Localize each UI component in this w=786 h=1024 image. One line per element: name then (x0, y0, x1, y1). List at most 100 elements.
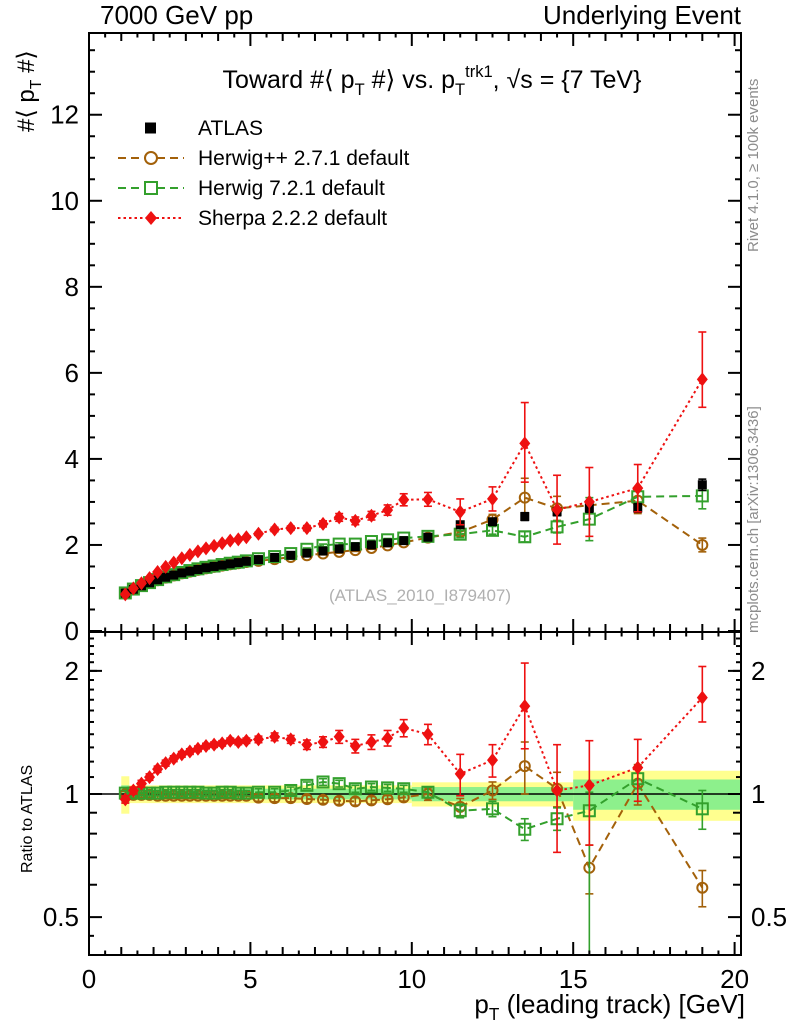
marker-herwig7 (199, 786, 213, 800)
main-y-tick-label: 10 (50, 186, 79, 216)
marker-sherpa (519, 699, 531, 714)
marker-sherpa (454, 504, 466, 519)
watermark: (ATLAS_2010_I879407) (329, 586, 511, 605)
marker-herwig7 (191, 785, 205, 799)
marker-atlas (217, 560, 227, 570)
marker-herwig7 (695, 802, 709, 816)
mcplots-caption: mcplots.cern.ch [arXiv:1306.3436] (745, 406, 762, 633)
x-tick-label: 10 (397, 964, 426, 994)
marker-sherpa (252, 526, 264, 541)
series-sherpa (119, 662, 708, 854)
marker-sherpa (317, 516, 329, 531)
marker-sherpa (551, 502, 563, 517)
legend-item-sherpa: Sherpa 2.2.2 default (118, 207, 387, 230)
marker-atlas (302, 548, 312, 558)
ratio-y-tick-label: 2 (65, 656, 79, 686)
marker-sherpa (365, 508, 377, 523)
marker-herwig7 (251, 552, 265, 566)
marker-sherpa (285, 732, 297, 747)
ratio-y-axis-label: Ratio to ATLAS (19, 765, 36, 873)
marker-atlas (520, 512, 530, 522)
marker-sherpa (200, 541, 212, 556)
marker-sherpa (285, 521, 297, 536)
marker-herwig7 (364, 780, 378, 794)
marker-herwig7 (215, 785, 229, 799)
marker-sherpa (365, 735, 377, 750)
main-y-tick-label: 2 (65, 530, 79, 560)
legend-item-atlas: ATLAS (145, 117, 263, 140)
marker-sherpa (487, 491, 498, 506)
marker-herwig7 (421, 785, 435, 799)
marker-sherpa (144, 571, 156, 586)
marker-atlas (488, 517, 497, 527)
marker-sherpa (135, 776, 147, 791)
marker-herwigpp (349, 795, 362, 808)
ratio-y-tick-label-right: 0.5 (751, 902, 786, 932)
legend-label: Herwig 7.2.1 default (198, 177, 385, 200)
marker-sherpa (168, 751, 180, 766)
marker-sherpa (192, 544, 204, 559)
plot-title: Toward #⟨ pT #⟩ vs. pTtrk1, √s = {7 TeV} (223, 63, 642, 99)
marker-sherpa (349, 739, 361, 754)
main-y-axis-label: #⟨ pT #⟩ (13, 50, 45, 132)
marker-sherpa (192, 741, 204, 756)
marker-sherpa (176, 747, 188, 762)
marker-herwig7 (268, 550, 282, 564)
marker-herwigpp (300, 793, 313, 806)
marker-herwigpp (518, 760, 531, 773)
marker-sherpa (583, 494, 595, 509)
x-tick-label: 5 (243, 964, 257, 994)
marker-sherpa (232, 532, 244, 547)
legend-marker (144, 181, 158, 195)
marker-herwig7 (486, 523, 499, 537)
main-y-tick-label: 12 (50, 100, 79, 130)
marker-herwig7 (300, 778, 314, 792)
legend-marker (145, 211, 157, 225)
marker-atlas (233, 558, 243, 568)
marker-sherpa (200, 739, 212, 754)
legend-item-herwig7: Herwig 7.2.1 default (118, 177, 385, 200)
marker-atlas (153, 575, 163, 585)
legend-label: Herwig++ 2.7.1 default (198, 147, 409, 170)
marker-sherpa (168, 555, 180, 570)
marker-herwig7 (175, 785, 189, 799)
marker-sherpa (208, 538, 220, 553)
marker-sherpa (487, 753, 498, 768)
marker-sherpa (349, 513, 361, 528)
marker-herwig7 (183, 785, 197, 799)
marker-sherpa (160, 559, 172, 574)
marker-sherpa (333, 729, 345, 744)
marker-herwig7 (151, 786, 165, 800)
marker-sherpa (152, 565, 164, 580)
marker-herwig7 (486, 802, 499, 816)
marker-sherpa (696, 690, 708, 705)
marker-sherpa (240, 530, 252, 545)
ratio-y-tick-label-right: 1 (751, 779, 765, 809)
series-atlas (120, 478, 707, 598)
marker-sherpa (519, 436, 531, 451)
marker-sherpa (224, 733, 236, 748)
marker-herwigpp (486, 784, 499, 797)
marker-herwig7 (421, 529, 435, 543)
marker-herwig7 (348, 782, 362, 796)
series-herwigpp (119, 741, 709, 908)
marker-sherpa (119, 587, 131, 602)
main-y-tick-label: 6 (65, 358, 79, 388)
marker-herwig7 (251, 785, 265, 799)
marker-herwig7 (397, 782, 411, 796)
marker-sherpa (333, 510, 345, 525)
marker-atlas (318, 546, 328, 556)
marker-sherpa (232, 735, 244, 750)
legend-marker (145, 122, 156, 134)
axes-ticks (88, 33, 741, 955)
marker-herwig7 (268, 785, 282, 799)
series-line-sherpa (124, 696, 704, 801)
marker-sherpa (127, 783, 139, 798)
marker-herwig7 (518, 530, 532, 544)
marker-sherpa (119, 792, 131, 807)
legend-item-herwigpp: Herwig++ 2.7.1 default (118, 147, 409, 170)
marker-atlas (241, 556, 251, 566)
